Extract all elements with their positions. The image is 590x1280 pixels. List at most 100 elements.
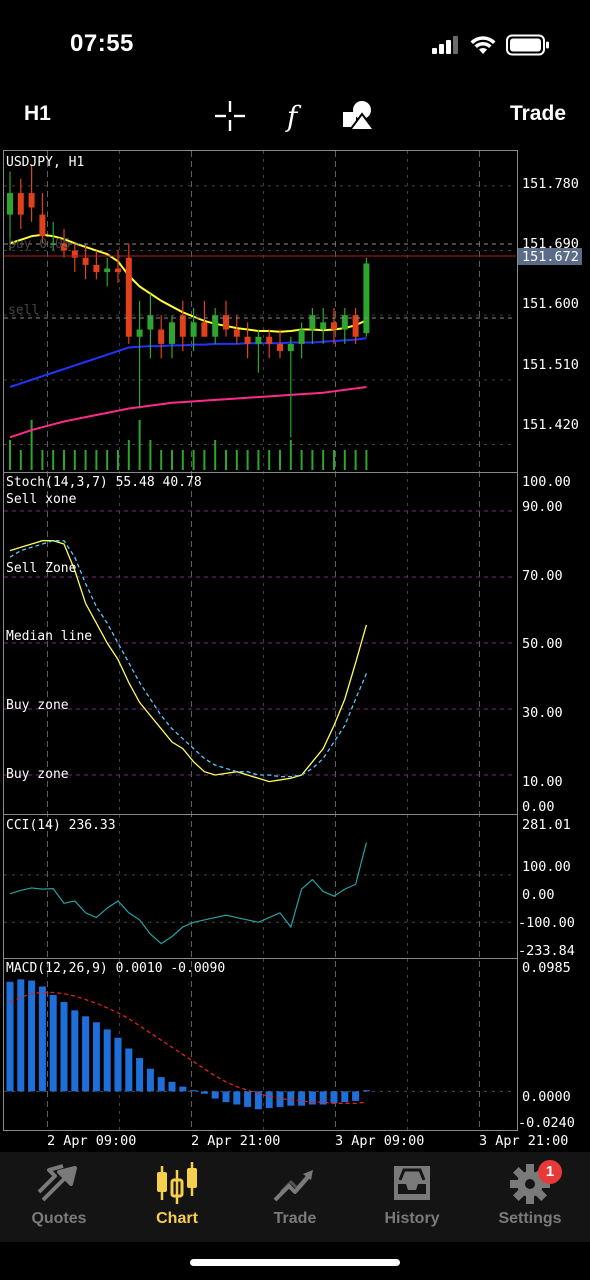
macd-bar [114,1037,122,1092]
macd-histogram [4,979,516,1110]
cci-axis: 281.01 100.00 0.00 -100.00 -233.84 [518,817,575,959]
home-indicator[interactable] [190,1259,400,1266]
macd-bar [233,1091,241,1105]
macd-bar [38,986,46,1092]
macd-bar [352,1091,360,1101]
stoch-axis: 100.00 90.00 70.00 50.00 30.00 10.00 0.0… [522,474,571,815]
tab-quotes[interactable]: Quotes [4,1160,114,1236]
candle-body [115,268,121,273]
candle-body [82,257,89,265]
tab-trade[interactable]: Trade [240,1160,350,1236]
stoch-level-label: Sell Zone [6,561,77,576]
chart-candles-icon [157,1162,197,1204]
stoch-level-label: Buy zone [6,698,69,713]
candle-body [287,343,294,352]
macd-bar [168,1081,176,1092]
sell-order-label: sell [8,303,39,318]
cci-tick: 281.01 [522,817,571,833]
stoch-tick: 0.00 [522,799,555,815]
macd-bar [287,1091,295,1106]
trade-button[interactable]: Trade [509,102,566,125]
history-icon [394,1166,430,1200]
tab-label: Settings [498,1210,562,1227]
tab-label: Chart [156,1210,198,1227]
macd-bar [341,1091,349,1103]
indicators-button[interactable]: f [272,96,312,136]
cci-line [9,842,367,945]
time-tick: 3 Apr 21:00 [479,1133,568,1149]
cci-tick: -233.84 [518,943,575,959]
current-price-box [518,248,582,265]
cci-tick: 0.00 [522,887,555,903]
macd-bar [71,1010,79,1092]
candle-body [93,264,100,273]
status-time: 07:55 [70,30,134,57]
macd-bar [330,1091,338,1104]
macd-bar [157,1077,165,1092]
moving-average-line [9,386,367,439]
tab-chart[interactable]: Chart [122,1160,232,1236]
price-axis[interactable]: 151.780 151.690 151.600 151.510 151.420 … [518,176,582,433]
chart-area[interactable]: buy 0.05 sell USDJPY, H1 Stoch(14,3,7) 5… [0,148,590,1152]
macd-bar [28,980,36,1092]
macd-bar [17,979,25,1092]
candle-body [125,257,132,337]
panel-frames [3,150,518,1131]
function-icon: f [286,99,298,133]
price-tick: 151.420 [522,417,579,433]
tab-label: Quotes [31,1210,87,1227]
crosshair-icon [215,101,245,131]
candle-body [352,315,359,337]
stoch-tick: 70.00 [522,568,563,584]
cci-tick: 100.00 [522,859,571,875]
candle-body [201,322,208,337]
stoch-signal-line [9,540,367,778]
candle-body [179,315,186,337]
tab-bar: Quotes Chart Trade History [0,1152,590,1242]
cci-label: CCI(14) 236.33 [6,818,116,833]
macd-bar [308,1091,316,1105]
macd-bar [179,1086,187,1092]
crosshair-button[interactable] [210,96,250,136]
macd-tick: 0.0985 [522,960,571,976]
current-price: 151.672 [522,249,579,265]
macd-bar [265,1091,273,1109]
cci-polyline [9,842,367,945]
candle-body [298,329,305,344]
stoch-tick: 100.00 [522,474,571,490]
macd-bar [92,1022,100,1092]
macd-bar [298,1091,306,1106]
macd-bar [200,1091,208,1094]
candle-body [320,322,327,330]
stoch-main-line [9,540,368,783]
macd-bar [60,1002,68,1092]
time-axis[interactable]: 2 Apr 09:00 2 Apr 21:00 3 Apr 09:00 3 Ap… [47,1133,568,1149]
macd-bar [276,1091,284,1107]
price-tick: 151.600 [522,296,579,312]
time-tick: 3 Apr 09:00 [335,1133,424,1149]
stoch-tick: 50.00 [522,636,563,652]
objects-button[interactable] [338,96,378,136]
tab-history[interactable]: History [357,1160,467,1236]
candle-body [61,243,67,251]
candle-body [39,214,46,237]
moving-average-line [9,337,367,388]
macd-bar [254,1091,262,1110]
stoch-level-label: Buy zone [6,767,69,782]
candle-body [158,329,165,344]
status-bar: 07:55 [0,0,590,90]
timeframe-button[interactable]: H1 [24,102,51,125]
time-tick: 2 Apr 09:00 [47,1133,136,1149]
price-tick: 151.780 [522,176,579,192]
stoch-level-label: Sell xone [6,492,77,507]
chart-canvas[interactable]: buy 0.05 sell USDJPY, H1 Stoch(14,3,7) 5… [0,148,590,1152]
macd-bar [190,1090,198,1092]
tab-label: Trade [273,1210,317,1227]
stochastic-lines [9,540,368,783]
macd-bar [6,981,14,1092]
stoch-label: Stoch(14,3,7) 55.48 40.78 [6,475,202,490]
candle-body [255,336,262,344]
tab-settings[interactable]: Settings 1 [475,1160,585,1236]
price-tick: 151.510 [522,357,579,373]
status-icons [432,34,550,56]
